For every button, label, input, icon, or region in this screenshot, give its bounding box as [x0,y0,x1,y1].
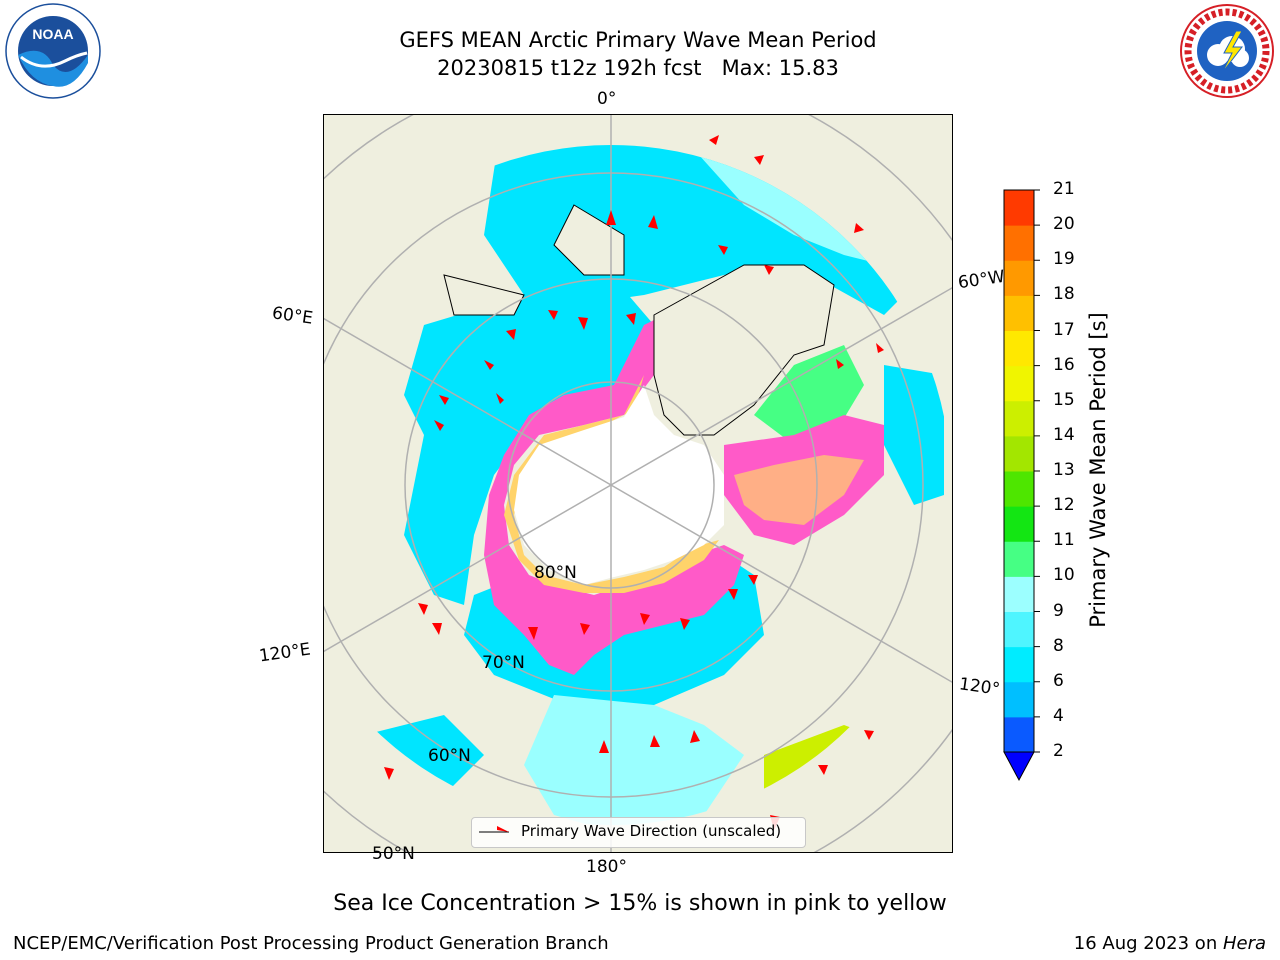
footer-date-text: 16 Aug 2023 on [1073,933,1223,954]
colorbar-segment [1004,681,1034,718]
colorbar-tick-label: 6 [1053,670,1064,691]
wave-arrow [854,223,864,233]
colorbar-segment [1004,365,1034,402]
wave-arrow [418,603,428,615]
colorbar-tick-label: 9 [1053,600,1064,621]
wave-arrow [432,623,442,635]
lat-label-70: 70°N [482,653,525,673]
wave-arrow [439,395,449,405]
lat-label-80: 80°N [534,563,577,583]
map-legend [471,817,806,848]
footer-date: 16 Aug 2023 on Hera [1074,933,1266,954]
caption: Sea Ice Concentration > 15% is shown in … [333,891,947,916]
colorbar-tick-label: 14 [1053,424,1075,445]
wave-arrow [580,623,590,635]
colorbar-tick-label: 19 [1053,249,1075,270]
polar-map [323,114,953,853]
colorbar-tick-label: 8 [1053,635,1064,656]
wave-arrow [728,589,738,600]
colorbar-tick-label: 10 [1053,565,1075,586]
wave-arrow [748,575,758,585]
wave-arrow [506,329,516,340]
wave-arrow [876,343,884,353]
colorbar [1000,186,1050,786]
colorbar-segment [1004,716,1034,753]
colorbar-tick-label: 12 [1053,495,1075,516]
wave-arrow [764,265,774,275]
colorbar-segment [1004,435,1034,472]
lon-label-180: 180° [586,857,627,877]
wave-arrow [484,360,494,370]
lon-label-60w: 60°W [956,266,1007,294]
lon-label-120e: 120°E [257,639,312,667]
colorbar-tick-label: 4 [1053,705,1064,726]
colorbar-segment [1004,646,1034,683]
lon-label-0: 0° [597,89,617,109]
meridian-60w [610,287,952,486]
wave-arrow [709,135,719,145]
colorbar-tick-label: 17 [1053,319,1075,340]
colorbar-segment [1004,576,1034,612]
footer-credit: NCEP/EMC/Verification Post Processing Pr… [13,933,609,954]
colorbar-segment [1004,611,1034,648]
meridian-120w [610,484,952,683]
colorbar-tick-label: 11 [1053,530,1075,551]
wave-arrow [754,155,764,165]
lon-label-120w: 120° [957,674,1002,700]
colorbar-segment [1004,225,1034,261]
lat-label-50: 50°N [372,844,415,864]
wave-arrow [384,767,394,780]
legend-arrow-icon [477,823,517,843]
nws-logo [1178,3,1277,99]
noaa-logo-text: NOAA [32,26,73,42]
wave-arrow [606,210,616,225]
meridian-120e [324,484,612,653]
wave-arrow [864,730,874,740]
wave-arrow [528,627,538,640]
map-canvas [324,115,952,852]
wave-arrow [648,215,658,229]
colorbar-tick-label: 18 [1053,284,1075,305]
wave-arrow [626,313,636,325]
colorbar-segment [1004,260,1034,296]
wave-arrow [718,245,728,255]
colorbar-segment [1004,506,1034,542]
colorbar-tick-label: 15 [1053,389,1075,410]
colorbar-segment [1004,471,1034,507]
colorbar-segment [1004,541,1034,577]
colorbar-tick-label: 2 [1053,741,1064,761]
colorbar-tick-label: 20 [1053,214,1075,235]
lon-label-60e: 60°E [270,303,315,329]
colorbar-segment [1004,400,1034,437]
colorbar-segment [1004,330,1034,367]
wave-arrow [496,393,504,404]
wave-arrow [690,730,700,743]
legend-label: Primary Wave Direction (unscaled) [521,822,782,840]
wave-arrow [818,765,828,775]
wave-arrow [836,359,844,369]
lat-label-60: 60°N [428,746,471,766]
wave-arrow [640,613,650,625]
wave-arrow [599,740,609,753]
wave-arrow [680,618,690,630]
chart-title: GEFS MEAN Arctic Primary Wave Mean Perio… [399,28,877,52]
wave-arrow [578,317,588,330]
wave-arrows [384,135,884,830]
noaa-logo: NOAA [3,3,104,99]
colorbar-title: Primary Wave Mean Period [s] [1086,312,1110,628]
wave-arrow [650,735,660,747]
wave-arrow [548,310,558,320]
colorbar-tick-label: 16 [1053,354,1075,375]
graticule [324,115,952,852]
footer-machine: Hera [1222,933,1266,954]
colorbar-extend-triangle [1003,751,1035,782]
wave-arrow [434,420,444,431]
colorbar-segment [1004,190,1034,226]
chart-subtitle: 20230815 t12z 192h fcst Max: 15.83 [437,56,839,80]
meridian-60e [324,317,612,486]
colorbar-tick-label: 13 [1053,460,1075,480]
colorbar-segment [1004,295,1034,331]
colorbar-tick-label: 21 [1053,179,1075,199]
